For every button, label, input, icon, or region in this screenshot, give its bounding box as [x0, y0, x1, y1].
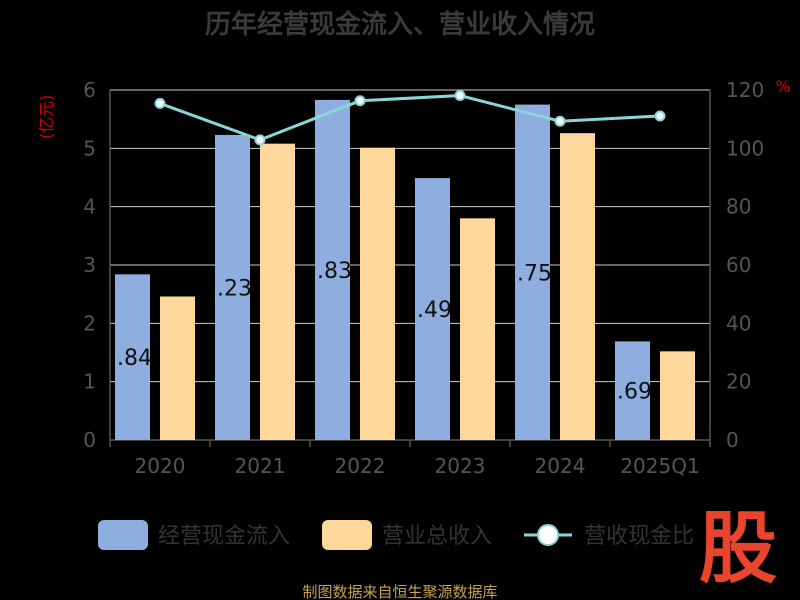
- bar-data-label: .75: [517, 261, 552, 286]
- bar-revenue: [160, 296, 195, 440]
- x-tick-label: 2022: [335, 454, 386, 478]
- right-tick-label: 120: [726, 78, 764, 102]
- bar-data-label: .83: [317, 259, 352, 284]
- ratio-point: [554, 115, 566, 127]
- ratio-point: [254, 134, 266, 146]
- left-tick-label: 2: [83, 311, 96, 335]
- data-labels: .84 .23 .83 .49 .75 .69: [117, 259, 652, 405]
- bar-cash-inflow: [115, 274, 150, 440]
- bar-data-label: .49: [417, 298, 452, 323]
- bar-revenue: [260, 143, 295, 440]
- legend-swatch-marker: [537, 524, 559, 546]
- legend-swatch-cash: [98, 520, 148, 550]
- right-tick-label: 80: [726, 195, 751, 219]
- x-tick-label: 2023: [435, 454, 486, 478]
- left-tick-label: 6: [83, 78, 96, 102]
- right-tick-label: 20: [726, 370, 751, 394]
- watermark-logo: 股: [699, 504, 777, 594]
- left-tick-label: 0: [83, 428, 96, 452]
- right-axis-ticks: 0 20 40 60 80 100 120: [726, 78, 764, 452]
- source-note: 制图数据来自恒生聚源数据库: [302, 583, 497, 600]
- x-tick-label: 2024: [535, 454, 586, 478]
- ratio-point: [454, 90, 466, 102]
- ratio-point: [354, 95, 366, 107]
- bar-cash-inflow: [515, 104, 550, 440]
- ratio-point: [154, 97, 166, 109]
- bars: [115, 99, 695, 441]
- right-tick-label: 40: [726, 311, 751, 335]
- bar-cash-inflow: [615, 341, 650, 440]
- bar-cash-inflow: [415, 178, 450, 441]
- x-tick-label: 2025Q1: [620, 454, 699, 478]
- left-tick-label: 1: [83, 370, 96, 394]
- bar-data-label: .23: [217, 276, 252, 301]
- left-tick-label: 4: [83, 195, 96, 219]
- right-axis-unit: %: [775, 77, 790, 96]
- legend-label: 经营现金流入: [158, 524, 290, 549]
- left-tick-label: 3: [83, 253, 96, 277]
- x-tick-label: 2020: [135, 454, 186, 478]
- legend-swatch-revenue: [322, 520, 372, 550]
- right-tick-label: 100: [726, 136, 764, 160]
- legend-label: 营收现金比: [584, 524, 694, 549]
- left-axis-ticks: 0 1 2 3 4 5 6: [83, 78, 96, 452]
- bar-revenue: [660, 351, 695, 440]
- bar-revenue: [360, 147, 395, 440]
- bar-data-label: .84: [117, 346, 152, 371]
- left-tick-label: 5: [83, 136, 96, 160]
- ratio-point: [654, 110, 666, 122]
- bar-cash-inflow: [215, 134, 250, 440]
- x-tick-label: 2021: [235, 454, 286, 478]
- ratio-line: [154, 90, 666, 146]
- ratio-line-path: [159, 94, 661, 142]
- bar-revenue: [460, 218, 495, 440]
- legend-label: 营业总收入: [382, 524, 492, 549]
- left-axis-unit: (亿元): [37, 95, 56, 140]
- bar-revenue: [560, 133, 595, 440]
- right-tick-label: 0: [726, 428, 739, 452]
- bar-data-label: .69: [617, 380, 652, 405]
- x-axis-ticks: 2020 2021 2022 2023 2024 2025Q1: [109, 440, 711, 478]
- chart-title: 历年经营现金流入、营业收入情况: [205, 9, 595, 40]
- right-tick-label: 60: [726, 253, 751, 277]
- legend: 经营现金流入 营业总收入 营收现金比: [98, 520, 694, 550]
- bar-cash-inflow: [315, 99, 350, 441]
